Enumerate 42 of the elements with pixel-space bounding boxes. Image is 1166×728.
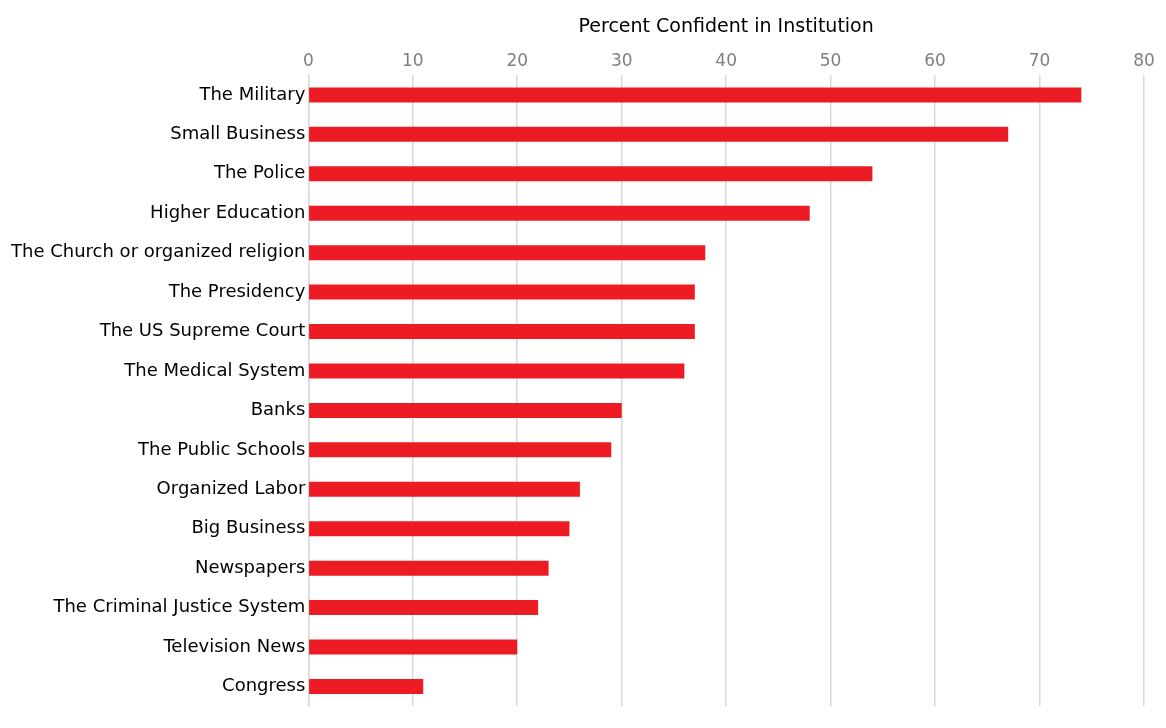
y-tick-label: The Military [198,82,306,104]
bar [309,87,1082,103]
bar [309,678,424,694]
bar [309,560,549,576]
x-tick-label: 70 [1028,50,1051,71]
y-tick-label: Big Business [191,516,306,538]
bar [309,245,706,261]
y-tick-label: Congress [222,674,306,696]
x-tick-label: 80 [1133,50,1155,71]
bar [309,600,539,616]
y-tick-label: The Medical System [123,358,306,380]
x-tick-label: 50 [819,50,842,71]
x-tick-label: 0 [302,50,314,71]
y-tick-label: Newspapers [194,555,306,577]
y-tick-label: Small Business [170,122,306,144]
y-tick-label: The US Supreme Court [98,319,306,341]
y-tick-label: The Presidency [167,279,306,301]
bar [309,481,580,497]
y-tick-label: Higher Education [150,200,306,222]
y-tick-label: Television News [162,634,306,656]
x-tick-label: 10 [401,50,424,71]
x-tick-label: 30 [610,50,633,71]
bar [309,205,810,221]
bar [309,521,570,537]
y-tick-label: Organized Labor [156,476,306,498]
bar [309,166,873,182]
y-tick-label: The Police [212,161,306,183]
y-tick-label: Banks [250,398,306,420]
x-axis-title: Percent Confident in Institution [578,14,874,37]
x-tick-label: 40 [715,50,737,71]
x-tick-label: 60 [924,50,946,71]
bar [309,284,695,300]
x-tick-label: 20 [506,50,529,71]
bar [309,126,1009,142]
y-tick-label: The Church or organized religion [10,240,306,262]
bar [309,363,685,379]
y-tick-label: The Public Schools [136,437,306,459]
bar [309,442,612,458]
bar [309,639,518,655]
bar [309,324,695,340]
y-tick-label: The Criminal Justice System [52,595,306,617]
bar [309,402,622,418]
